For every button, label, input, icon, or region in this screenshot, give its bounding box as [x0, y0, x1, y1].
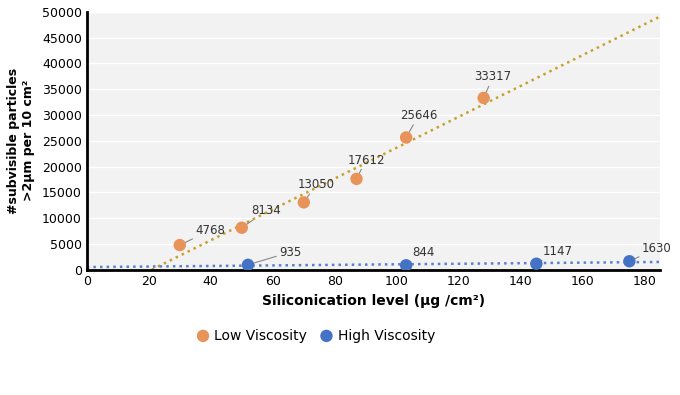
Text: 17612: 17612	[347, 154, 385, 174]
Low Viscosity	[401, 134, 411, 141]
Text: 8134: 8134	[246, 205, 281, 224]
Low Viscosity	[299, 199, 309, 205]
Text: 33317: 33317	[475, 70, 511, 93]
Y-axis label: #subvisible particles
>2μm per 10 cm²: #subvisible particles >2μm per 10 cm²	[7, 68, 35, 214]
High Viscosity	[401, 262, 411, 269]
Low Viscosity	[351, 176, 362, 182]
Low Viscosity	[478, 95, 489, 101]
Text: 935: 935	[254, 246, 301, 263]
Text: 844: 844	[411, 246, 435, 262]
Low Viscosity	[174, 242, 185, 248]
X-axis label: Siliconication level (μg /cm²): Siliconication level (μg /cm²)	[262, 294, 485, 308]
Text: 1147: 1147	[541, 245, 573, 261]
Low Viscosity	[237, 225, 248, 231]
High Viscosity	[624, 258, 635, 264]
Text: 4768: 4768	[185, 224, 225, 243]
High Viscosity	[243, 261, 254, 268]
Text: 13050: 13050	[298, 178, 335, 198]
Text: 1630: 1630	[634, 242, 672, 259]
High Viscosity	[531, 261, 542, 267]
Legend: Low Viscosity, High Viscosity: Low Viscosity, High Viscosity	[192, 323, 441, 348]
Text: 25646: 25646	[400, 109, 437, 133]
